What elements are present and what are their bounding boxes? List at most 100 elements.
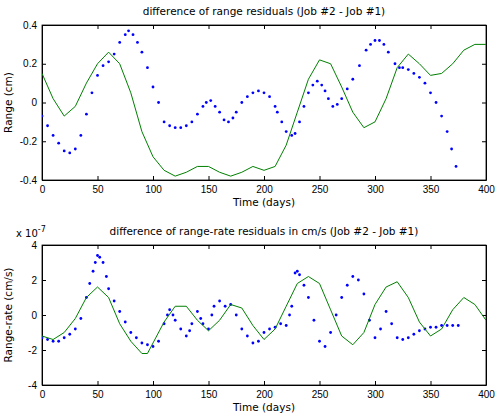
data-area — [42, 29, 486, 176]
y-tick-label: -0.4 — [20, 175, 38, 186]
x-tick: 100 — [145, 176, 162, 195]
series-dot — [174, 126, 177, 129]
series-dot — [451, 324, 454, 327]
series-dot — [246, 335, 249, 338]
series-dot — [235, 111, 238, 114]
series-dot — [435, 326, 438, 329]
series-dot — [298, 120, 301, 123]
x-tick: 50 — [92, 176, 104, 195]
series-dot — [316, 80, 319, 83]
y-tick-label: 0.2 — [23, 58, 37, 69]
series-dot — [290, 134, 293, 137]
series-dot — [378, 39, 381, 42]
x-tick-label: 200 — [256, 389, 273, 400]
x-tick-mark — [153, 381, 154, 385]
series-dot — [96, 74, 99, 77]
series-dot — [394, 62, 397, 65]
x-tick-label: 100 — [145, 389, 162, 400]
series-dot — [224, 305, 227, 308]
x-tick: 350 — [423, 381, 440, 400]
series-dot — [246, 95, 249, 98]
series-dot — [374, 39, 377, 42]
axis-multiplier: x 10-7 — [16, 225, 46, 239]
series-dot — [446, 130, 449, 133]
x-tick-mark-top — [153, 25, 154, 29]
series-dot — [303, 105, 306, 108]
y-tick: 4 — [31, 240, 46, 251]
series-dot — [407, 336, 410, 339]
x-tick-mark-top — [375, 245, 376, 249]
x-tick-top — [98, 245, 99, 249]
series-dot — [424, 82, 427, 85]
series-dot — [351, 78, 354, 81]
x-tick-top — [209, 25, 210, 29]
series-dot — [85, 113, 88, 116]
x-tick-mark-top — [375, 25, 376, 29]
series-dot — [318, 340, 321, 343]
series-dot — [91, 91, 94, 94]
y-tick-label: 4 — [31, 240, 37, 251]
x-tick-top — [98, 25, 99, 29]
x-tick-mark — [320, 381, 321, 385]
series-dot — [202, 105, 205, 108]
series-dot — [57, 340, 60, 343]
series-dot — [279, 322, 282, 325]
axis-multiplier-base: x 10 — [16, 228, 38, 239]
x-tick-top — [431, 25, 432, 29]
x-tick-top — [209, 245, 210, 249]
series-dot — [440, 115, 443, 118]
x-tick: 250 — [312, 381, 329, 400]
series-dot — [157, 101, 160, 104]
y-tick: -0.2 — [20, 136, 46, 147]
y-axis: -4-2024 — [28, 240, 46, 391]
y-tick-mark-right — [482, 280, 486, 281]
series-dot — [274, 105, 277, 108]
series-dot — [401, 66, 404, 69]
series-dot — [324, 89, 327, 92]
series-dot — [105, 275, 108, 278]
x-tick-mark — [431, 176, 432, 180]
series-dot — [320, 84, 323, 87]
series-dot — [124, 33, 127, 36]
series-dot — [327, 97, 330, 100]
series-dot — [209, 99, 212, 102]
x-tick-mark — [264, 381, 265, 385]
series-dot — [374, 336, 377, 339]
y-tick-mark — [42, 180, 46, 181]
x-tick-top — [431, 245, 432, 249]
x-tick-label: 300 — [367, 389, 384, 400]
series-dot — [307, 296, 310, 299]
series-dot — [146, 66, 149, 69]
y-axis-title: Range-rate (cm/s) — [2, 268, 14, 363]
x-axis-top — [43, 245, 487, 249]
x-tick: 300 — [367, 176, 384, 195]
series-dot — [141, 342, 144, 345]
series-dot — [63, 150, 66, 153]
series-dot — [163, 120, 166, 123]
series-dot — [290, 305, 293, 308]
x-axis-line — [43, 180, 487, 181]
series-dot — [102, 261, 105, 264]
series-dot — [268, 328, 271, 331]
x-tick-label: 150 — [201, 184, 218, 195]
x-tick-label: 400 — [478, 389, 495, 400]
x-tick-top — [320, 25, 321, 29]
series-dot — [68, 151, 71, 154]
series-dot — [190, 120, 193, 123]
series-dot — [263, 91, 266, 94]
series-dot — [136, 41, 139, 44]
series-dot — [98, 256, 101, 259]
series-dot — [46, 124, 49, 127]
series-dot — [113, 53, 116, 56]
plot-frame — [42, 25, 486, 180]
y-tick-mark — [42, 103, 46, 104]
series-dot — [168, 308, 171, 311]
x-tick-mark-top — [431, 245, 432, 249]
series-dot — [412, 72, 415, 75]
y-tick-mark — [42, 280, 46, 281]
series-dot — [307, 91, 310, 94]
series-dot — [263, 331, 266, 334]
x-tick-label: 200 — [256, 184, 273, 195]
y-tick-mark-right — [482, 180, 486, 181]
y-tick-mark-right — [482, 64, 486, 65]
